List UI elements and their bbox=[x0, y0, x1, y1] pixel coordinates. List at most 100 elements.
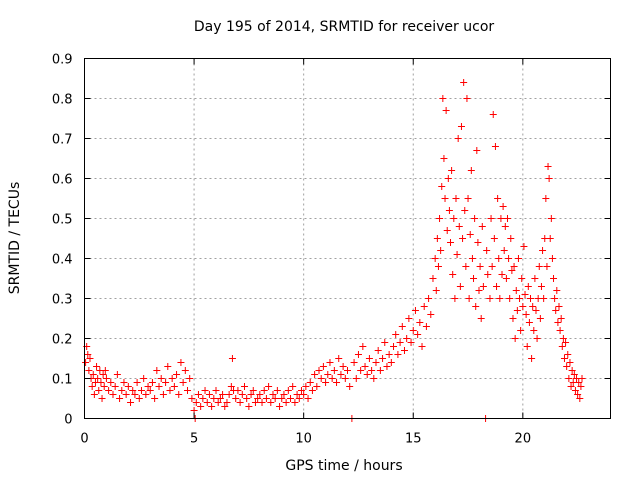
data-point bbox=[352, 375, 360, 382]
data-point bbox=[164, 363, 172, 370]
data-point bbox=[208, 403, 216, 410]
y-tick-label: 0.9 bbox=[52, 53, 73, 68]
data-point bbox=[450, 215, 458, 222]
data-point bbox=[398, 323, 406, 330]
data-points bbox=[82, 79, 586, 422]
data-point bbox=[527, 295, 535, 302]
data-point bbox=[124, 383, 132, 390]
data-point bbox=[558, 343, 566, 350]
data-point bbox=[166, 387, 174, 394]
data-point bbox=[247, 391, 255, 398]
data-point bbox=[107, 379, 115, 386]
data-point bbox=[443, 227, 451, 234]
data-point bbox=[269, 391, 277, 398]
data-point bbox=[477, 315, 485, 322]
data-point bbox=[111, 383, 119, 390]
data-point bbox=[304, 395, 312, 402]
data-point bbox=[407, 339, 415, 346]
data-point bbox=[577, 383, 585, 390]
data-point bbox=[514, 255, 522, 262]
data-point bbox=[496, 295, 504, 302]
data-point bbox=[576, 395, 584, 402]
data-point bbox=[517, 327, 525, 334]
data-point bbox=[437, 247, 445, 254]
data-point bbox=[442, 107, 450, 114]
data-point bbox=[470, 275, 478, 282]
data-point bbox=[505, 255, 513, 262]
data-point bbox=[487, 215, 495, 222]
data-point bbox=[317, 375, 325, 382]
x-axis-label: GPS time / hours bbox=[285, 458, 402, 474]
data-point bbox=[359, 343, 367, 350]
data-point bbox=[328, 375, 336, 382]
data-point bbox=[234, 387, 242, 394]
data-point bbox=[394, 351, 402, 358]
data-point bbox=[262, 395, 270, 402]
data-point bbox=[544, 163, 552, 170]
data-point bbox=[273, 387, 281, 394]
data-point bbox=[539, 247, 547, 254]
x-tick-label: 0 bbox=[80, 432, 88, 447]
data-point bbox=[265, 383, 273, 390]
data-point bbox=[313, 383, 321, 390]
data-point bbox=[396, 339, 404, 346]
data-point bbox=[556, 327, 564, 334]
data-point bbox=[118, 387, 126, 394]
data-point bbox=[476, 263, 484, 270]
data-point bbox=[513, 307, 521, 314]
data-point bbox=[267, 399, 275, 406]
data-point bbox=[486, 295, 494, 302]
data-point bbox=[89, 371, 97, 378]
data-point bbox=[473, 147, 481, 154]
data-point bbox=[493, 283, 501, 290]
data-point bbox=[575, 379, 583, 386]
data-point bbox=[429, 275, 437, 282]
data-point bbox=[465, 295, 473, 302]
data-point bbox=[151, 395, 159, 402]
data-point bbox=[157, 375, 165, 382]
data-point bbox=[326, 359, 334, 366]
data-point bbox=[422, 323, 430, 330]
data-point bbox=[441, 195, 449, 202]
data-point bbox=[214, 399, 222, 406]
data-point bbox=[341, 375, 349, 382]
data-point bbox=[289, 383, 297, 390]
data-point bbox=[523, 343, 531, 350]
data-point bbox=[494, 195, 502, 202]
data-point bbox=[509, 315, 517, 322]
data-point bbox=[361, 363, 369, 370]
data-point bbox=[90, 391, 98, 398]
data-point bbox=[363, 371, 371, 378]
data-point bbox=[232, 395, 240, 402]
data-point bbox=[249, 387, 257, 394]
data-point bbox=[306, 379, 314, 386]
data-point bbox=[102, 375, 110, 382]
data-point bbox=[82, 359, 90, 366]
data-point bbox=[474, 239, 482, 246]
data-point bbox=[120, 379, 128, 386]
data-point bbox=[551, 295, 559, 302]
data-point bbox=[456, 283, 464, 290]
data-point bbox=[400, 347, 408, 354]
data-point bbox=[462, 263, 470, 270]
data-point bbox=[531, 275, 539, 282]
data-point bbox=[227, 383, 235, 390]
data-point bbox=[105, 387, 113, 394]
data-point bbox=[508, 267, 516, 274]
data-point bbox=[240, 383, 248, 390]
data-point bbox=[137, 387, 145, 394]
data-point bbox=[490, 235, 498, 242]
data-point bbox=[184, 387, 192, 394]
data-point bbox=[85, 367, 93, 374]
data-point bbox=[552, 307, 560, 314]
data-point bbox=[86, 355, 94, 362]
data-point bbox=[502, 275, 510, 282]
data-point bbox=[295, 395, 303, 402]
data-point bbox=[243, 395, 251, 402]
data-point bbox=[501, 223, 509, 230]
data-point bbox=[302, 383, 310, 390]
data-point bbox=[144, 383, 152, 390]
data-point bbox=[311, 371, 319, 378]
data-point bbox=[532, 307, 540, 314]
